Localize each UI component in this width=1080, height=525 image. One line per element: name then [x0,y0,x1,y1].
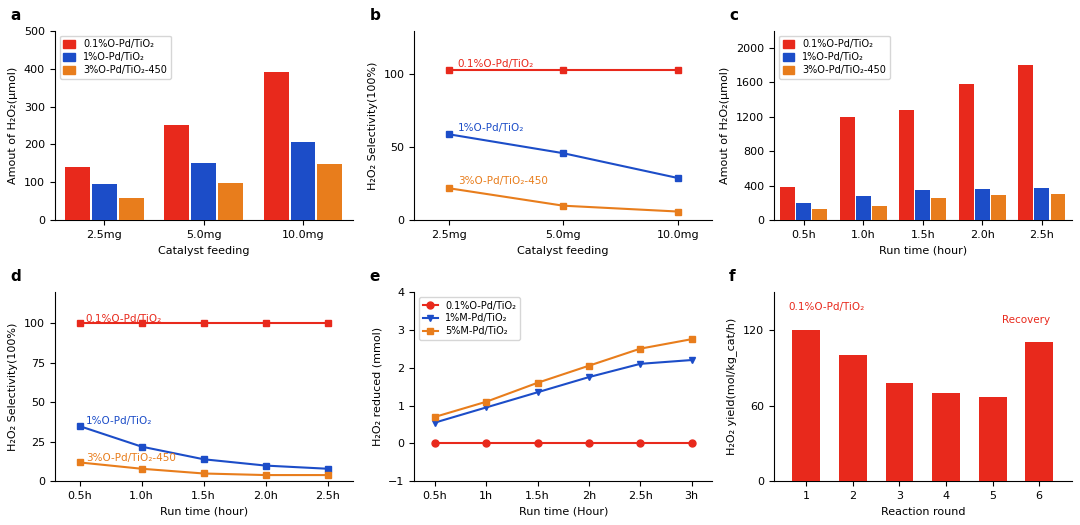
Text: b: b [369,8,380,23]
Text: f: f [729,269,735,284]
Text: a: a [10,8,21,23]
5%M-Pd/TiO₂ [685,336,698,342]
1%M-Pd/TiO₂ [685,357,698,363]
X-axis label: Reaction round: Reaction round [880,507,966,517]
X-axis label: Run time (hour): Run time (hour) [879,246,967,256]
Text: 0.1%O-Pd/TiO₂: 0.1%O-Pd/TiO₂ [85,313,162,323]
Bar [931,198,946,220]
0.1%O-Pd/TiO₂ [480,439,492,446]
Legend: 0.1%O-Pd/TiO₂, 1%M-Pd/TiO₂, 5%M-Pd/TiO₂: 0.1%O-Pd/TiO₂, 1%M-Pd/TiO₂, 5%M-Pd/TiO₂ [419,297,521,340]
Bar [978,397,1007,481]
1%M-Pd/TiO₂ [480,404,492,411]
Bar [1051,194,1065,220]
Bar [959,84,974,220]
Bar [119,197,144,220]
Bar [793,330,821,481]
5%M-Pd/TiO₂ [429,414,442,420]
Text: 3%O-Pd/TiO₂-450: 3%O-Pd/TiO₂-450 [85,453,176,463]
Bar [264,72,288,220]
Bar [65,167,90,220]
0.1%O-Pd/TiO₂ [634,439,647,446]
Bar [164,125,189,220]
0.1%O-Pd/TiO₂ [685,439,698,446]
Bar [191,163,216,220]
Text: Recovery: Recovery [1002,316,1050,326]
Bar [886,383,914,481]
Y-axis label: H₂O₂ Selectivity(100%): H₂O₂ Selectivity(100%) [9,322,18,451]
Text: d: d [10,269,21,284]
Legend: 0.1%O-Pd/TiO₂, 1%O-Pd/TiO₂, 3%O-Pd/TiO₂-450: 0.1%O-Pd/TiO₂, 1%O-Pd/TiO₂, 3%O-Pd/TiO₂-… [59,36,171,79]
Bar [218,184,243,220]
Y-axis label: H₂O₂ reduced (mmol): H₂O₂ reduced (mmol) [373,327,382,446]
Text: e: e [369,269,380,284]
X-axis label: Run time (hour): Run time (hour) [160,507,247,517]
Line: 0.1%O-Pd/TiO₂: 0.1%O-Pd/TiO₂ [431,439,696,446]
Line: 1%M-Pd/TiO₂: 1%M-Pd/TiO₂ [431,356,696,426]
5%M-Pd/TiO₂ [531,380,544,386]
5%M-Pd/TiO₂ [582,363,595,369]
Text: 3%O-Pd/TiO₂-450: 3%O-Pd/TiO₂-450 [458,176,548,186]
0.1%O-Pd/TiO₂ [531,439,544,446]
Bar [1025,342,1053,481]
0.1%O-Pd/TiO₂ [582,439,595,446]
Text: 1%O-Pd/TiO₂: 1%O-Pd/TiO₂ [85,416,152,426]
Bar [1018,65,1034,220]
Y-axis label: Amout of H₂O₂(μmol): Amout of H₂O₂(μmol) [9,67,18,184]
Text: 1%O-Pd/TiO₂: 1%O-Pd/TiO₂ [458,123,524,133]
Y-axis label: Amout of H₂O₂(μmol): Amout of H₂O₂(μmol) [720,67,730,184]
5%M-Pd/TiO₂ [480,398,492,405]
1%M-Pd/TiO₂ [429,419,442,426]
0.1%O-Pd/TiO₂ [429,439,442,446]
Bar [812,209,827,220]
Bar [872,206,887,220]
Y-axis label: H₂O₂ yield(mol/kg_cat/h): H₂O₂ yield(mol/kg_cat/h) [727,318,738,455]
Text: 0.1%O-Pd/TiO₂: 0.1%O-Pd/TiO₂ [788,302,865,312]
1%M-Pd/TiO₂ [634,361,647,367]
Legend: 0.1%O-Pd/TiO₂, 1%O-Pd/TiO₂, 3%O-Pd/TiO₂-450: 0.1%O-Pd/TiO₂, 1%O-Pd/TiO₂, 3%O-Pd/TiO₂-… [779,36,890,79]
Bar [796,203,811,220]
X-axis label: Catalyst feeding: Catalyst feeding [517,246,609,256]
Bar [900,110,914,220]
X-axis label: Run time (Hour): Run time (Hour) [518,507,608,517]
Text: c: c [729,8,738,23]
1%M-Pd/TiO₂ [582,374,595,380]
5%M-Pd/TiO₂ [634,345,647,352]
Bar [991,195,1005,220]
Bar [780,187,795,220]
Bar [92,184,117,220]
Y-axis label: H₂O₂ Selectivity(100%): H₂O₂ Selectivity(100%) [368,61,378,190]
Bar [932,393,960,481]
X-axis label: Catalyst feeding: Catalyst feeding [158,246,249,256]
Bar [1035,188,1050,220]
Bar [975,189,989,220]
Bar [839,355,867,481]
Bar [318,164,342,220]
Bar [916,190,930,220]
Bar [855,196,870,220]
Bar [291,142,315,220]
Text: 0.1%O-Pd/TiO₂: 0.1%O-Pd/TiO₂ [458,59,535,69]
Line: 5%M-Pd/TiO₂: 5%M-Pd/TiO₂ [431,335,696,421]
Bar [839,117,854,220]
1%M-Pd/TiO₂ [531,389,544,395]
